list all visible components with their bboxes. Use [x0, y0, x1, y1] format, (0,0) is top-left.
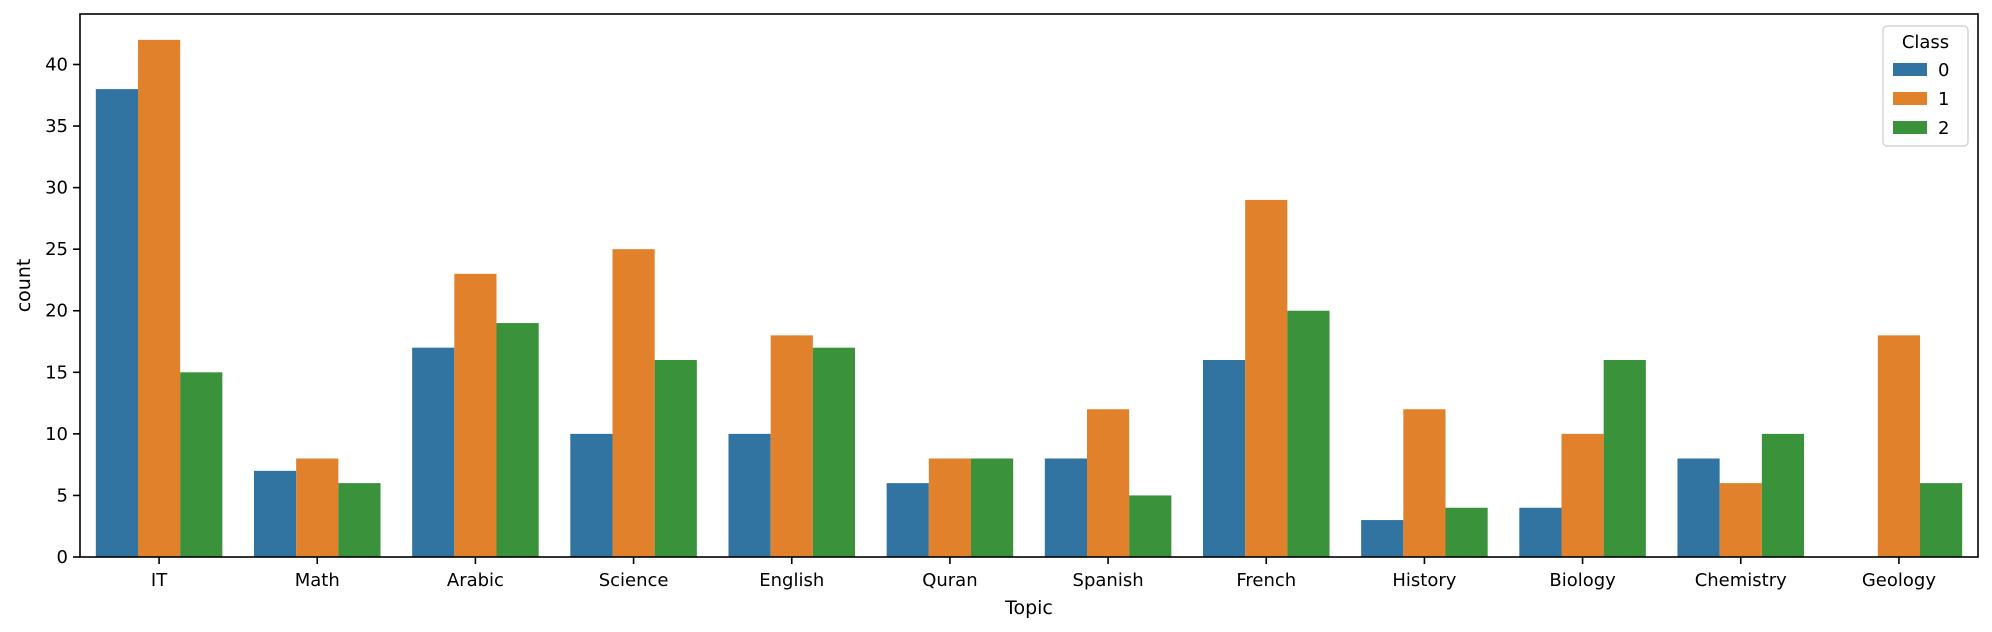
bar-science-class-2 — [654, 359, 697, 557]
legend: Class 0 1 2 — [1882, 25, 1969, 147]
bar-spanish-class-2 — [1129, 495, 1172, 557]
x-tick-label-math: Math — [295, 570, 340, 591]
y-axis-label: count — [13, 259, 35, 313]
bar-science-class-0 — [570, 433, 613, 557]
y-tick-label: 35 — [45, 116, 68, 137]
legend-title: Class — [1902, 32, 1949, 53]
bar-arabic-class-1 — [454, 273, 497, 557]
y-tick-label: 5 — [57, 485, 68, 506]
bar-it-class-2 — [180, 372, 223, 557]
bar-history-class-0 — [1361, 520, 1404, 557]
x-tick-label-english: English — [759, 570, 824, 591]
bar-english-class-0 — [728, 433, 771, 557]
x-tick-label-french: French — [1236, 570, 1296, 591]
bar-french-class-1 — [1245, 199, 1288, 557]
legend-swatch-class-0 — [1893, 63, 1927, 76]
y-axis: 0 5 10 15 20 25 30 35 40 — [45, 54, 80, 568]
y-tick-label: 30 — [45, 178, 68, 199]
bar-biology-class-1 — [1561, 433, 1604, 557]
bar-quran-class-2 — [971, 458, 1014, 557]
bar-it-class-0 — [95, 89, 138, 558]
bar-biology-class-0 — [1519, 507, 1562, 557]
bar-chemistry-class-1 — [1719, 483, 1762, 557]
y-tick-label: 10 — [45, 424, 68, 445]
x-tick-label-history: History — [1392, 570, 1456, 591]
bar-spanish-class-1 — [1086, 409, 1130, 557]
bar-math-class-1 — [296, 458, 339, 557]
y-tick-label: 15 — [45, 362, 68, 383]
plot-frame — [79, 13, 1979, 558]
x-tick-label-science: Science — [599, 570, 669, 591]
bar-chemistry-class-0 — [1677, 458, 1720, 557]
y-tick-label: 0 — [57, 547, 68, 568]
bar-quran-class-0 — [886, 483, 929, 557]
bar-science-class-1 — [612, 249, 655, 557]
x-tick-label-quran: Quran — [922, 570, 977, 591]
legend-swatch-class-1 — [1893, 92, 1927, 105]
bar-math-class-0 — [253, 470, 297, 557]
bar-french-class-2 — [1287, 310, 1330, 557]
bar-it-class-1 — [137, 39, 181, 558]
bar-chemistry-class-2 — [1761, 433, 1805, 557]
legend-items: 0 1 2 — [1893, 60, 1949, 139]
bar-quran-class-1 — [928, 458, 972, 557]
x-tick-label-spanish: Spanish — [1073, 570, 1144, 591]
x-tick-label-it: IT — [151, 570, 168, 591]
y-tick-label: 25 — [45, 239, 68, 260]
x-tick-label-chemistry: Chemistry — [1695, 570, 1787, 591]
x-tick-label-arabic: Arabic — [447, 570, 504, 591]
bar-arabic-class-0 — [412, 347, 455, 557]
y-tick-label: 40 — [45, 54, 68, 75]
bar-english-class-2 — [812, 347, 856, 557]
x-tick-label-biology: Biology — [1549, 570, 1616, 591]
bar-history-class-1 — [1403, 409, 1446, 557]
bar-english-class-1 — [770, 335, 813, 557]
bar-french-class-0 — [1202, 359, 1246, 557]
legend-label-class-0: 0 — [1938, 60, 1949, 81]
x-axis-label: Topic — [1004, 597, 1053, 619]
legend-label-class-1: 1 — [1938, 89, 1949, 110]
bar-biology-class-2 — [1603, 359, 1646, 557]
bar-geology-class-2 — [1920, 483, 1963, 557]
x-axis: IT Math Arabic Science English Quran Spanish Fr… — [151, 557, 1936, 591]
legend-box — [1882, 25, 1969, 147]
bar-history-class-2 — [1445, 507, 1488, 557]
bar-spanish-class-0 — [1044, 458, 1087, 557]
bar-geology-class-1 — [1877, 335, 1921, 557]
x-tick-label-geology: Geology — [1862, 570, 1936, 591]
legend-swatch-class-2 — [1893, 121, 1927, 134]
bars-group — [95, 39, 1963, 558]
legend-label-class-2: 2 — [1938, 118, 1949, 139]
bar-arabic-class-2 — [496, 323, 539, 557]
y-tick-label: 20 — [45, 301, 68, 322]
bar-math-class-2 — [338, 483, 381, 557]
